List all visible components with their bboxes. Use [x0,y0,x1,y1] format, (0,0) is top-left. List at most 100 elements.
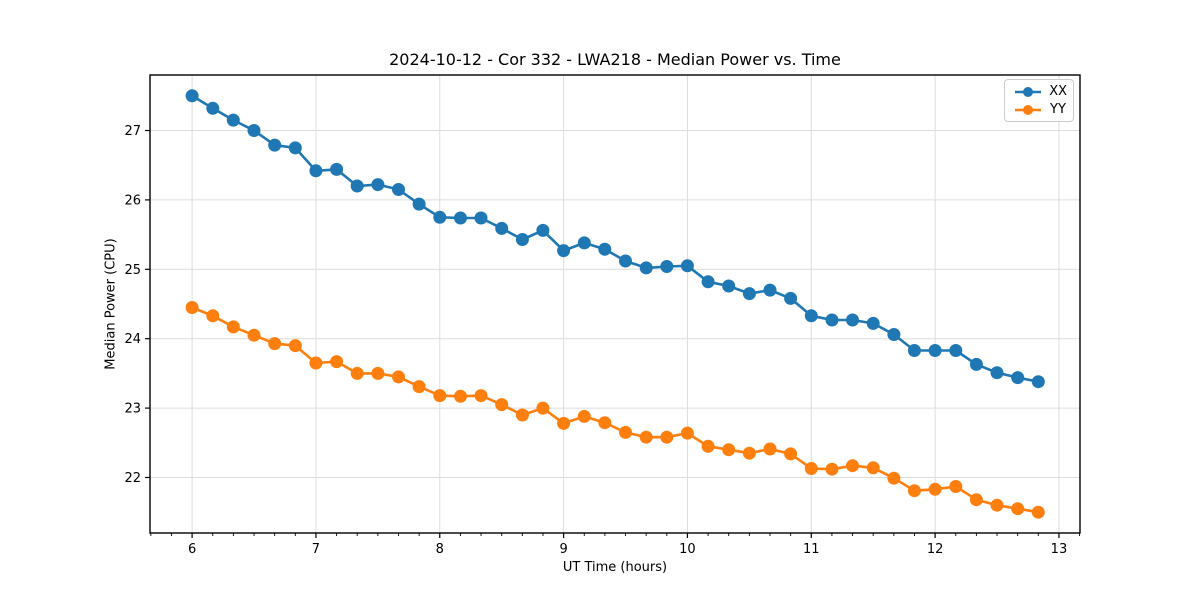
data-point-YY [412,380,426,394]
data-point-YY [330,355,344,369]
legend-sample-YY [1015,104,1041,115]
legend-label: XX [1049,84,1067,99]
data-point-YY [846,459,859,473]
data-point-XX [185,89,199,103]
y-tick-label: 22 [124,471,141,486]
data-point-XX [742,287,756,301]
data-point-XX [577,236,591,250]
x-axis-label: UT Time (hours) [562,560,668,575]
x-tick-label: 6 [188,542,196,557]
data-point-YY [969,493,983,507]
x-tick-label: 7 [312,542,320,557]
data-point-YY [1031,505,1045,519]
data-point-YY [619,425,632,439]
x-tick-label: 9 [559,542,567,557]
data-point-YY [268,337,282,351]
data-point-XX [887,328,901,341]
data-point-YY [309,356,323,370]
legend-item-XX: XX [1013,84,1067,99]
data-point-YY [288,339,302,353]
data-point-XX [288,141,302,155]
data-point-YY [536,401,550,415]
data-point-YY [206,309,220,323]
y-tick-label: 25 [124,263,141,278]
chart-title: 2024-10-12 - Cor 332 - LWA218 - Median P… [389,50,841,69]
data-point-XX [412,197,426,211]
data-point-XX [990,366,1004,380]
x-tick-label: 13 [1051,542,1068,557]
data-point-XX [660,260,674,273]
legend-label: YY [1050,102,1066,117]
data-point-YY [742,446,756,460]
data-point-YY [392,370,405,384]
data-point-YY [495,398,509,412]
data-point-XX [825,313,839,327]
data-point-XX [598,242,612,256]
data-point-XX [928,344,942,357]
data-point-XX [969,357,983,371]
data-point-XX [846,313,859,327]
x-tick-label: 10 [679,542,696,557]
data-point-XX [515,233,529,246]
y-tick-label: 26 [124,193,141,208]
data-point-XX [206,101,220,115]
data-point-YY [866,461,880,475]
x-tick-label: 12 [927,542,944,557]
data-point-YY [928,482,942,496]
data-point-YY [1011,502,1025,516]
data-point-XX [763,283,777,297]
data-point-YY [887,471,901,485]
data-point-YY [185,301,199,314]
data-point-YY [804,462,818,475]
legend: XX YY [1004,79,1074,122]
x-tick-label: 11 [803,542,820,557]
legend-marker-icon [1023,86,1033,97]
legend-item-YY: YY [1013,102,1067,117]
data-point-YY [226,320,240,334]
data-point-YY [639,430,653,444]
data-point-YY [557,416,571,430]
data-point-XX [330,162,344,176]
data-point-XX [474,211,488,225]
data-point-XX [433,210,447,224]
data-point-YY [949,480,963,493]
data-point-XX [722,279,736,293]
data-point-XX [350,179,364,193]
data-point-YY [474,389,488,403]
data-point-XX [371,178,385,192]
data-point-YY [660,430,674,444]
data-point-XX [949,344,963,357]
data-point-YY [990,498,1004,512]
y-tick-label: 24 [124,332,141,347]
data-point-YY [247,328,261,342]
y-axis-label: Median Power (CPU) [103,238,119,370]
data-point-XX [619,254,632,268]
data-point-YY [701,439,715,453]
x-tick-label: 8 [436,542,444,557]
plot-border [149,74,1081,534]
data-point-XX [866,316,880,330]
data-point-XX [907,344,921,357]
data-point-YY [784,447,798,461]
y-tick-label: 23 [124,402,141,417]
data-point-YY [454,389,467,403]
data-point-XX [680,259,694,273]
data-point-YY [371,366,385,380]
legend-marker-icon [1023,104,1033,115]
data-point-XX [454,211,467,225]
data-point-XX [804,309,818,323]
data-point-YY [433,389,447,403]
data-point-YY [763,442,777,456]
y-tick-label: 27 [124,124,141,139]
data-point-XX [247,124,261,137]
data-point-XX [309,164,323,178]
data-point-YY [350,366,364,380]
data-point-YY [907,484,921,498]
data-point-XX [784,291,798,305]
data-point-YY [598,416,612,430]
data-point-XX [536,223,550,237]
data-point-XX [392,183,405,196]
data-point-XX [1011,371,1025,385]
